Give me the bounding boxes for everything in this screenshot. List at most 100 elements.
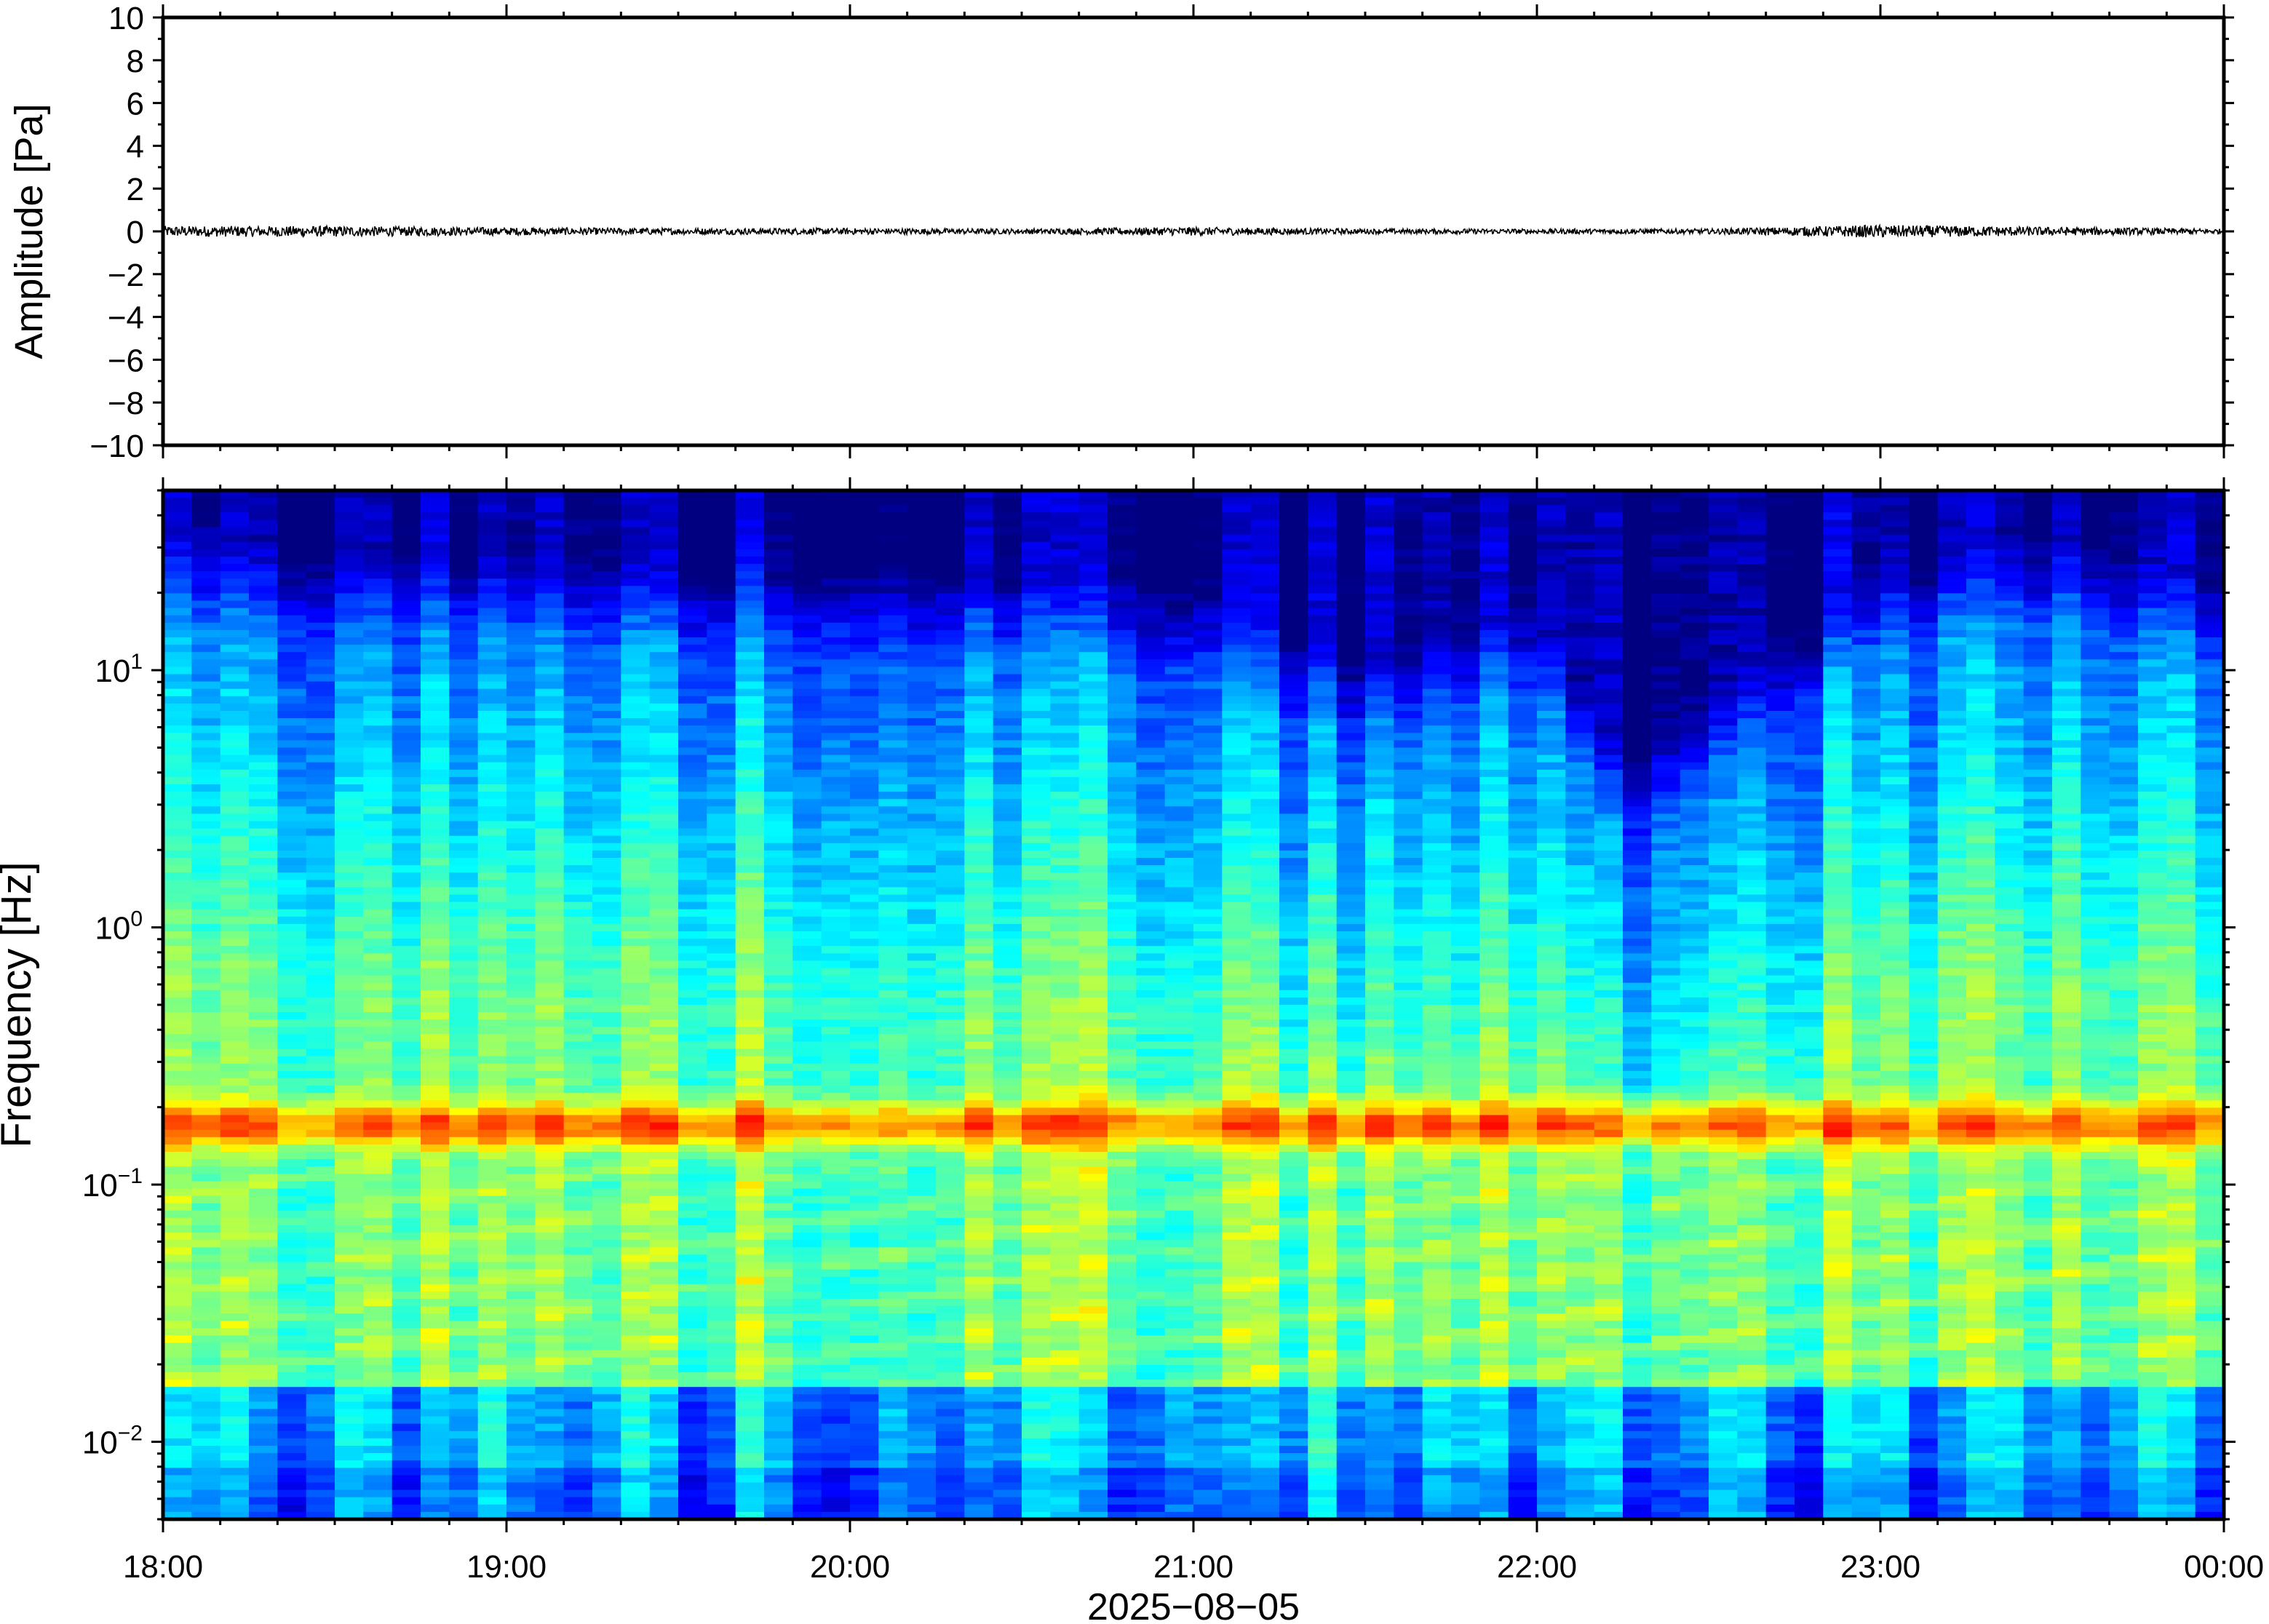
spectrogram-cell — [792, 1188, 822, 1197]
spectrogram-cell — [1108, 1195, 1137, 1204]
spectrogram-cell — [506, 571, 536, 579]
spectrogram-cell — [1108, 755, 1137, 763]
spectrogram-cell — [649, 498, 679, 506]
spectrogram-cell — [1050, 1027, 1080, 1035]
spectrogram-cell — [878, 666, 908, 675]
spectrogram-cell — [506, 578, 536, 587]
spectrogram-cell — [707, 1225, 736, 1233]
spectrogram-cell — [678, 637, 708, 645]
spectrogram-cell — [707, 733, 736, 741]
spectrogram-cell — [277, 645, 307, 653]
spectrogram-cell — [477, 1453, 507, 1461]
spectrogram-cell — [506, 564, 536, 572]
spectrogram-cell — [306, 1350, 335, 1358]
spectrogram-cell — [363, 1100, 393, 1109]
spectrogram-cell — [792, 813, 822, 822]
spectrogram-cell — [191, 968, 221, 976]
spectrogram-cell — [535, 527, 565, 536]
spectrogram-cell — [392, 1144, 421, 1153]
spectrogram-cell — [621, 865, 651, 873]
spectrogram-cell — [1022, 1283, 1052, 1292]
spectrogram-cell — [707, 1357, 736, 1366]
spectrogram-cell — [592, 1423, 622, 1432]
spectrogram-cell — [735, 1019, 765, 1028]
spectrogram-cell — [821, 1188, 851, 1197]
spectrogram-cell — [421, 990, 450, 998]
spectrogram-cell — [878, 1350, 908, 1358]
spectrogram-cell — [191, 1453, 221, 1461]
spectrogram-cell — [878, 909, 908, 918]
spectrogram-cell — [592, 622, 622, 631]
spectrogram-cell — [249, 1195, 279, 1204]
spectrogram-cell — [449, 520, 479, 528]
spectrogram-cell — [563, 1423, 593, 1432]
spectrogram-cell — [506, 615, 536, 624]
spectrogram-cell — [1050, 600, 1080, 609]
spectrogram-cell — [392, 578, 421, 587]
spectrogram-cell — [821, 1357, 851, 1366]
spectrogram-cell — [821, 939, 851, 947]
spectrogram-cell — [1078, 1159, 1108, 1167]
spectrogram-cell — [249, 953, 279, 962]
spectrogram-cell — [735, 1306, 765, 1314]
spectrogram-cell — [1022, 1115, 1052, 1123]
spectrogram-cell — [878, 1482, 908, 1491]
spectrogram-cell — [735, 1350, 765, 1358]
spectrogram-cell — [678, 1283, 708, 1292]
spectrogram-cell — [850, 975, 880, 984]
spectrogram-cell — [392, 541, 421, 550]
spectrogram-cell — [220, 843, 250, 851]
spectrogram-cell — [191, 953, 221, 962]
spectrogram-cell — [993, 1181, 1022, 1190]
spectrogram-cell — [735, 1394, 765, 1403]
spectrogram-cell — [1022, 1357, 1052, 1366]
spectrogram-cell — [421, 520, 450, 528]
spectrogram-cell — [363, 1350, 393, 1358]
spectrogram-cell — [649, 578, 679, 587]
spectrogram-cell — [735, 1056, 765, 1064]
spectrogram-cell — [735, 792, 765, 800]
spectrogram-cell — [421, 880, 450, 888]
spectrogram-cell — [621, 755, 651, 763]
spectrogram-cell — [506, 1306, 536, 1314]
spectrogram-cell — [907, 1137, 937, 1145]
spectrogram-cell — [964, 1460, 994, 1469]
spectrogram-cell — [563, 629, 593, 638]
spectrogram-cell — [1108, 806, 1137, 815]
spectrogram-cell — [191, 1181, 221, 1190]
spectrogram-cell — [306, 953, 335, 962]
spectrogram-cell — [535, 541, 565, 550]
spectrogram-cell — [449, 1195, 479, 1204]
spectrogram-cell — [764, 960, 794, 969]
spectrogram-cell — [392, 1276, 421, 1285]
spectrogram-cell — [907, 1048, 937, 1057]
spectrogram-cell — [592, 916, 622, 925]
spectrogram-cell — [993, 1446, 1022, 1454]
spectrogram-cell — [821, 843, 851, 851]
spectrogram-cell — [792, 1262, 822, 1270]
spectrogram-cell — [535, 1299, 565, 1307]
spectrogram-cell — [649, 615, 679, 624]
spectrogram-cell — [1050, 916, 1080, 925]
spectrogram-cell — [821, 835, 851, 844]
spectrogram-cell — [249, 556, 279, 565]
spectrogram-cell — [621, 740, 651, 749]
spectrogram-cell — [220, 622, 250, 631]
spectrogram-cell — [535, 1416, 565, 1425]
spectrogram-cell — [220, 1276, 250, 1285]
spectrogram-cell — [392, 666, 421, 675]
spectrogram-cell — [678, 586, 708, 594]
spectrogram-cell — [1022, 1225, 1052, 1233]
spectrogram-cell — [1022, 490, 1052, 498]
spectrogram-cell — [993, 637, 1022, 645]
spectrogram-cell — [392, 755, 421, 763]
spectrogram-cell — [1078, 1387, 1108, 1396]
spectrogram-cell — [821, 711, 851, 719]
spectrogram-cell — [506, 1468, 536, 1476]
spectrogram-cell — [421, 1401, 450, 1410]
spectrogram-cell — [335, 652, 365, 661]
spectrogram-cell — [649, 622, 679, 631]
spectrogram-cell — [936, 711, 966, 719]
spectrogram-cell — [592, 1174, 622, 1182]
spectrogram-cell — [363, 564, 393, 572]
